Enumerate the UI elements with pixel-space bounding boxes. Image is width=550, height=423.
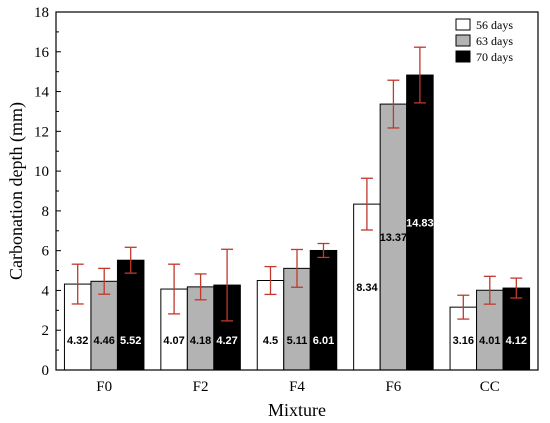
y-tick-label: 0 <box>42 363 50 379</box>
bar-value-label: 4.27 <box>216 335 237 347</box>
bar-value-label: 14.83 <box>406 218 434 230</box>
bar-value-label: 8.34 <box>356 282 378 294</box>
legend-swatch <box>455 18 471 31</box>
bar-value-label: 4.5 <box>263 335 278 347</box>
x-tick-label: F6 <box>385 379 401 395</box>
bar-value-label: 4.32 <box>67 335 88 347</box>
bar-value-label: 13.37 <box>380 232 408 244</box>
bars-layer <box>63 74 531 371</box>
bar-value-label: 4.46 <box>93 335 114 347</box>
y-axis-title: Carbonation depth (mm) <box>6 102 27 280</box>
y-tick-label: 10 <box>34 164 49 180</box>
error-bars-layer <box>71 46 523 322</box>
x-axis-title: Mixture <box>268 400 326 420</box>
bar-value-label: 5.11 <box>287 335 308 347</box>
bar-value-label: 5.52 <box>120 335 141 347</box>
y-tick-label: 8 <box>42 204 50 220</box>
y-tick-label: 4 <box>42 283 50 299</box>
bar-value-label: 4.01 <box>479 335 500 347</box>
bar <box>353 203 381 371</box>
bar <box>379 103 408 371</box>
plot-frame <box>55 11 539 371</box>
bar-value-label: 4.18 <box>190 335 211 347</box>
x-axis-ticks: F0 F2 F4 F6 CC <box>96 365 500 395</box>
bar-value-label: 4.12 <box>506 335 527 347</box>
y-axis-ticks: 0 2 4 6 8 10 12 14 16 18 <box>34 5 61 379</box>
bar <box>186 286 215 371</box>
legend-label: 70 days <box>476 50 513 64</box>
bar <box>116 259 145 371</box>
bar <box>309 249 338 371</box>
legend-label: 56 days <box>476 18 513 32</box>
y-tick-label: 2 <box>42 323 50 339</box>
bar-value-label: 3.16 <box>453 335 474 347</box>
legend-swatch <box>455 50 471 63</box>
y-tick-label: 12 <box>34 124 49 140</box>
bar-value-label: 4.07 <box>163 335 184 347</box>
x-tick-label: F4 <box>289 379 305 395</box>
legend-swatch <box>455 34 471 47</box>
bar <box>502 287 531 371</box>
bar <box>406 74 434 371</box>
x-tick-label: F0 <box>96 379 112 395</box>
y-tick-label: 16 <box>34 45 50 61</box>
y-tick-label: 6 <box>42 244 50 260</box>
bar-value-label: 6.01 <box>313 335 334 347</box>
y-tick-label: 18 <box>34 5 49 21</box>
bar-value-labels: 4.32 4.46 5.52 4.07 4.18 4.27 4.5 5.11 6.01 8.34 1… <box>67 218 527 348</box>
y-tick-label: 14 <box>34 85 50 101</box>
x-tick-label: F2 <box>193 379 209 395</box>
x-tick-label: CC <box>480 379 500 395</box>
legend-label: 63 days <box>476 34 513 48</box>
legend: 56 days 63 days 70 days <box>455 18 513 64</box>
